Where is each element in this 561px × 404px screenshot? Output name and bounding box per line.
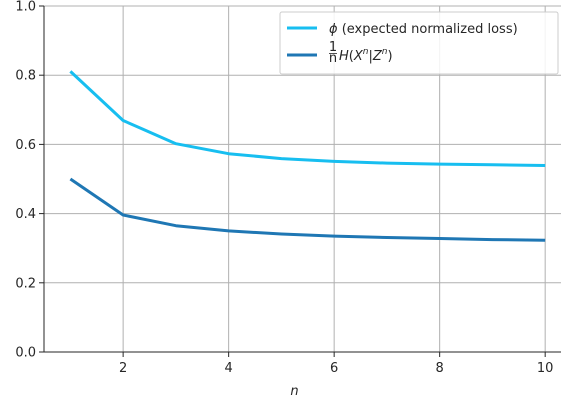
- x-tick-label: 6: [330, 361, 338, 376]
- series-line-2: [69, 177, 546, 242]
- x-tick-label: 2: [119, 361, 127, 376]
- y-tick-label: 0.8: [15, 69, 36, 84]
- y-tick-label: 0.4: [15, 207, 36, 222]
- y-tick-label: 1.0: [15, 0, 36, 15]
- tick-labels: 2 4 6 8 10 0.0 0.2 0.4 0.6 0.8 1.0: [15, 0, 553, 376]
- legend: ϕ (expected normalized loss) 1 n H(Xn|Zn…: [279, 11, 559, 75]
- y-tick-label: 0.0: [15, 346, 36, 361]
- y-tick-label: 0.2: [15, 276, 36, 291]
- phi-symbol: ϕ: [329, 22, 338, 37]
- x-tick-label: 8: [436, 361, 444, 376]
- entropy-expression: H(Xn|Zn): [339, 47, 393, 64]
- series-line-1: [69, 70, 546, 167]
- axes: [39, 5, 561, 357]
- x-tick-label: 4: [225, 361, 233, 376]
- legend-box: [279, 11, 559, 75]
- legend-label-entropy: 1 n H(Xn|Zn): [329, 40, 393, 66]
- legend-label-phi: ϕ (expected normalized loss): [329, 22, 518, 37]
- x-axis-label: n: [290, 384, 298, 399]
- fraction-numerator: 1: [329, 40, 337, 55]
- series-lines: [69, 70, 546, 242]
- fraction-denominator: n: [329, 51, 337, 66]
- y-tick-label: 0.6: [15, 138, 36, 153]
- x-tick-label: 10: [537, 361, 554, 376]
- phi-description: (expected normalized loss): [338, 22, 518, 37]
